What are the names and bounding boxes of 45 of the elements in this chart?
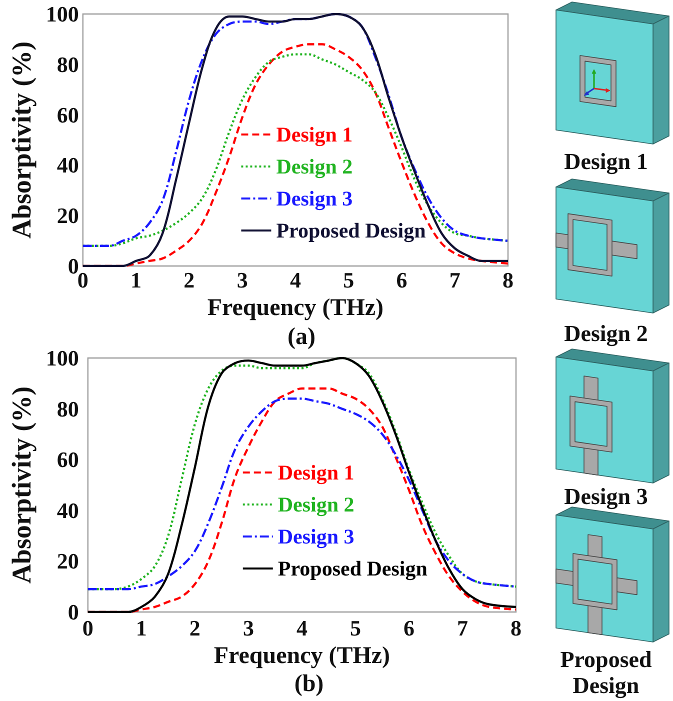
legend-label: Design 1 bbox=[276, 122, 353, 146]
x-tick-label: 8 bbox=[502, 268, 514, 292]
text: Proposed Design bbox=[559, 647, 653, 699]
y-tick-label: 20 bbox=[56, 203, 79, 228]
x-axis-title: Frequency (THz) bbox=[214, 642, 390, 669]
y-tick-label: 40 bbox=[56, 498, 79, 523]
legend-label: Proposed Design bbox=[276, 218, 426, 242]
y-tick-label: 0 bbox=[68, 600, 79, 624]
legend-label: Proposed Design bbox=[278, 556, 428, 580]
y-axis-title: Absorptivity (%) bbox=[6, 386, 36, 584]
y-tick-label: 60 bbox=[56, 447, 79, 472]
legend-label: Design 2 bbox=[276, 154, 353, 178]
legend-label: Design 3 bbox=[278, 524, 354, 548]
legend-label: Design 1 bbox=[278, 460, 354, 484]
y-axis-title: Absorptivity (%) bbox=[6, 41, 36, 239]
y-tick-label: 60 bbox=[56, 102, 79, 128]
x-tick-label: 6 bbox=[396, 268, 408, 292]
x-tick-label: 8 bbox=[510, 616, 522, 640]
x-tick-label: 1 bbox=[136, 616, 147, 640]
text: (b) bbox=[294, 671, 324, 697]
x-tick-label: 3 bbox=[236, 268, 248, 292]
legend-label: Design 3 bbox=[276, 186, 353, 210]
text: Design 1 bbox=[563, 149, 649, 175]
x-tick-label: 5 bbox=[350, 616, 361, 640]
y-tick-label: 100 bbox=[46, 346, 79, 370]
y-tick-label: 100 bbox=[46, 2, 79, 26]
x-tick-label: 4 bbox=[290, 268, 301, 292]
x-tick-label: 1 bbox=[130, 268, 142, 292]
y-tick-label: 80 bbox=[56, 396, 79, 422]
text: Design 2 bbox=[563, 321, 649, 347]
x-tick-label: 3 bbox=[242, 616, 254, 640]
y-tick-label: 40 bbox=[56, 152, 79, 178]
x-tick-label: 5 bbox=[343, 268, 354, 292]
x-tick-label: 6 bbox=[403, 616, 414, 640]
x-tick-label: 7 bbox=[449, 268, 460, 292]
x-tick-label: 4 bbox=[296, 616, 308, 640]
text: (a) bbox=[288, 324, 316, 350]
x-tick-label: 7 bbox=[456, 616, 468, 640]
y-tick-label: 20 bbox=[56, 548, 79, 574]
legend-label: Design 2 bbox=[278, 492, 354, 516]
x-tick-label: 2 bbox=[189, 616, 200, 640]
x-axis-title: Frequency (THz) bbox=[207, 294, 384, 321]
x-tick-label: 2 bbox=[184, 268, 195, 292]
y-tick-label: 80 bbox=[56, 52, 79, 77]
text: Design 3 bbox=[563, 484, 649, 510]
